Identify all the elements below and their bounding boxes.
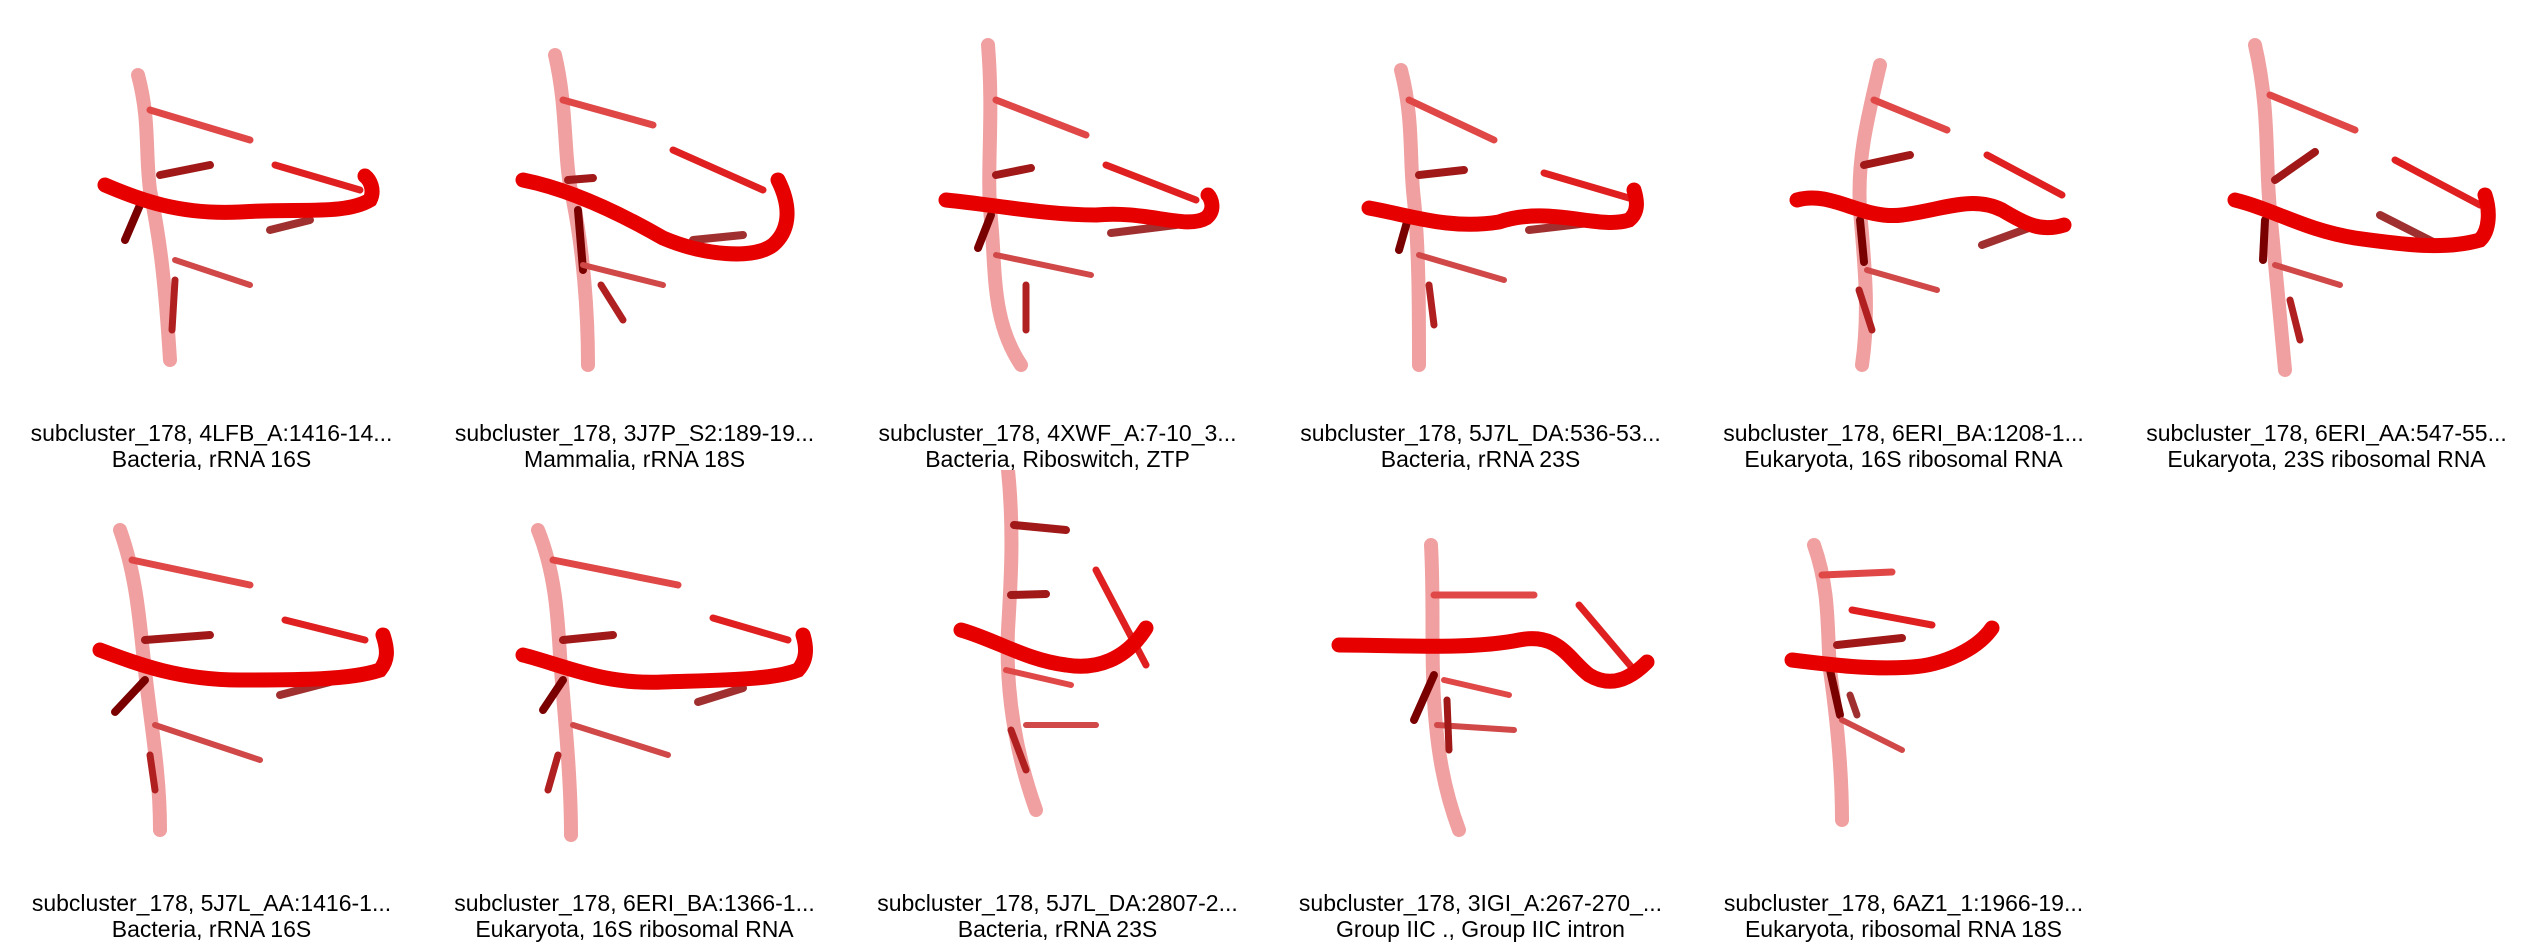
panel-2: subcluster_178, 3J7P_S2:189-19... Mammal… [423, 0, 846, 472]
panel-subtitle: Bacteria, rRNA 16S [111, 446, 312, 472]
panel-subtitle: Eukaryota, 23S ribosomal RNA [2167, 446, 2486, 472]
rna-structure-image [1692, 470, 2115, 880]
panel-8: subcluster_178, 6ERI_BA:1366-1... Eukary… [423, 470, 846, 942]
panel-subtitle: Bacteria, Riboswitch, ZTP [925, 446, 1190, 472]
rna-structure-image [423, 470, 846, 880]
panel-subtitle: Bacteria, rRNA 23S [957, 916, 1158, 942]
rna-structure-image [1269, 0, 1692, 410]
panel-subtitle: Group IIC ., Group IIC intron [1336, 916, 1625, 942]
panel-subtitle: Bacteria, rRNA 23S [1380, 446, 1581, 472]
rna-structure-image [1692, 0, 2115, 410]
panel-title: subcluster_178, 6ERI_BA:1366-1... [454, 890, 815, 916]
panel-title: subcluster_178, 3J7P_S2:189-19... [454, 420, 815, 446]
rna-structure-image [0, 470, 423, 880]
panel-subtitle: Eukaryota, 16S ribosomal RNA [475, 916, 794, 942]
panel-9: subcluster_178, 5J7L_DA:2807-2... Bacter… [846, 470, 1269, 942]
panel-subtitle: Mammalia, rRNA 18S [523, 446, 746, 472]
panel-title: subcluster_178, 4XWF_A:7-10_3... [878, 420, 1237, 446]
rna-structure-image [846, 470, 1269, 880]
rna-structure-image [1269, 470, 1692, 880]
panel-title: subcluster_178, 6ERI_AA:547-55... [2146, 420, 2507, 446]
panel-title: subcluster_178, 5J7L_DA:2807-2... [877, 890, 1238, 916]
panel-subtitle: Eukaryota, 16S ribosomal RNA [1744, 446, 2063, 472]
panel-11: subcluster_178, 6AZ1_1:1966-19... Eukary… [1692, 470, 2115, 942]
panel-7: subcluster_178, 5J7L_AA:1416-1... Bacter… [0, 470, 423, 942]
panel-title: subcluster_178, 6AZ1_1:1966-19... [1723, 890, 2084, 916]
panel-3: subcluster_178, 4XWF_A:7-10_3... Bacteri… [846, 0, 1269, 472]
panel-title: subcluster_178, 4LFB_A:1416-14... [30, 420, 393, 446]
panel-4: subcluster_178, 5J7L_DA:536-53... Bacter… [1269, 0, 1692, 472]
panel-5: subcluster_178, 6ERI_BA:1208-1... Eukary… [1692, 0, 2115, 472]
panel-1: subcluster_178, 4LFB_A:1416-14... Bacter… [0, 0, 423, 472]
panel-subtitle: Eukaryota, ribosomal RNA 18S [1744, 916, 2063, 942]
rna-structure-image [846, 0, 1269, 410]
panel-6: subcluster_178, 6ERI_AA:547-55... Eukary… [2115, 0, 2538, 472]
rna-structure-image [2115, 0, 2538, 410]
panel-10: subcluster_178, 3IGI_A:267-270_... Group… [1269, 470, 1692, 942]
panel-subtitle: Bacteria, rRNA 16S [111, 916, 312, 942]
panel-title: subcluster_178, 5J7L_DA:536-53... [1300, 420, 1661, 446]
rna-structure-image [0, 0, 423, 410]
panel-title: subcluster_178, 6ERI_BA:1208-1... [1723, 420, 2084, 446]
panel-title: subcluster_178, 5J7L_AA:1416-1... [31, 890, 392, 916]
rna-structure-image [423, 0, 846, 410]
panel-title: subcluster_178, 3IGI_A:267-270_... [1298, 890, 1663, 916]
